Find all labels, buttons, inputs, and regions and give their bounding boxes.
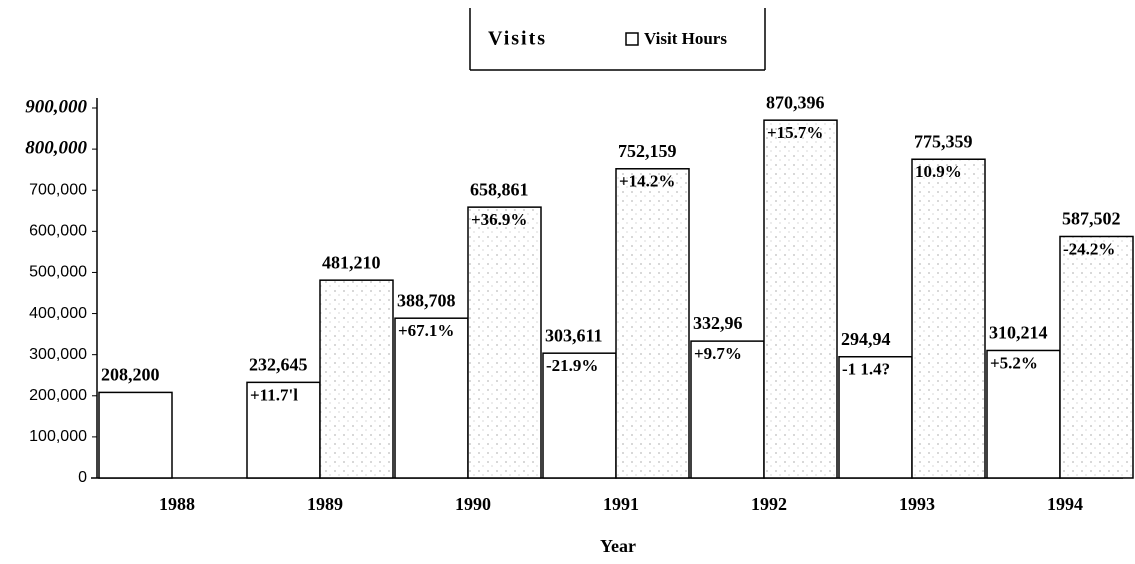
bar	[394, 317, 469, 479]
data-label: 870,396	[766, 92, 825, 112]
bar	[246, 381, 321, 479]
data-label: 775,359	[914, 131, 973, 151]
change-label: -24.2%	[1063, 239, 1115, 258]
bar	[690, 340, 765, 479]
legend-swatch	[625, 32, 639, 46]
y-tick-label: 700,000	[29, 181, 87, 198]
change-label: -1 1.4?	[842, 360, 890, 379]
x-tick-label: 1988	[159, 494, 195, 514]
data-label: 232,645	[249, 354, 308, 374]
change-label: +15.7%	[767, 123, 823, 142]
data-label: 481,210	[322, 252, 381, 272]
data-label: 208,200	[101, 365, 160, 385]
data-label: 587,502	[1062, 209, 1121, 229]
y-tick-label: 900,000	[25, 96, 87, 117]
x-tick-label: 1994	[1047, 494, 1083, 514]
x-tick-label: 1991	[603, 494, 639, 514]
x-axis-title: Year	[600, 536, 636, 556]
y-tick-label: 500,000	[29, 264, 87, 281]
data-label: 388,708	[397, 290, 456, 310]
bar	[1059, 235, 1134, 479]
change-label: +5.2%	[990, 353, 1038, 372]
change-label: +11.7'l	[250, 385, 298, 404]
data-label: 658,861	[470, 179, 529, 199]
bar	[838, 355, 913, 479]
data-label: 752,159	[618, 141, 677, 161]
x-tick-label: 1989	[307, 494, 343, 514]
data-label: 294,94	[841, 329, 891, 349]
legend-label: Visit Hours	[644, 29, 727, 48]
y-tick-label: 100,000	[29, 428, 87, 445]
x-tick-label: 1993	[899, 494, 935, 514]
y-tick-label: 0	[78, 469, 87, 486]
bar	[911, 158, 986, 479]
bar	[319, 279, 394, 479]
data-label: 332,96	[693, 313, 743, 333]
y-tick-label: 600,000	[29, 223, 87, 240]
y-tick-label: 300,000	[29, 346, 87, 363]
bar	[615, 168, 690, 479]
bar	[467, 206, 542, 479]
change-label: +36.9%	[471, 210, 527, 229]
bar	[986, 349, 1061, 479]
change-label: +67.1%	[398, 321, 454, 340]
bar	[98, 391, 173, 479]
data-label: 310,214	[989, 323, 1048, 343]
data-label: 303,611	[545, 325, 603, 345]
x-tick-label: 1990	[455, 494, 491, 514]
change-label: +14.2%	[619, 172, 675, 191]
y-tick-label: 400,000	[29, 305, 87, 322]
change-label: 10.9%	[915, 162, 962, 181]
change-label: +9.7%	[694, 344, 742, 363]
bar	[763, 119, 838, 479]
x-tick-label: 1992	[751, 494, 787, 514]
y-tick-label: 200,000	[29, 387, 87, 404]
legend-label: Visits	[488, 28, 547, 50]
change-label: -21.9%	[546, 356, 598, 375]
legend: Visits Visit Hours	[469, 8, 766, 71]
y-tick-label: 800,000	[25, 137, 87, 158]
